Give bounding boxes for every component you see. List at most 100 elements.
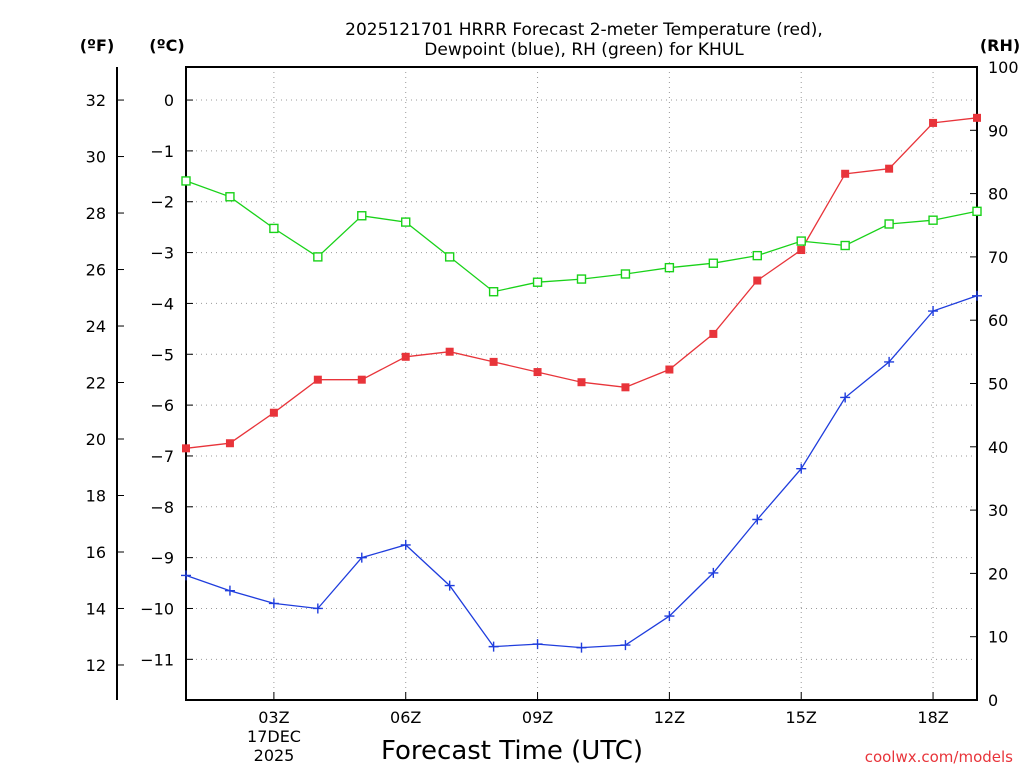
dewpoint-point: [708, 567, 719, 578]
rh-point: [884, 219, 894, 229]
rh-tick-label: 40: [988, 438, 1008, 457]
dewpoint-point: [444, 580, 455, 591]
tick-layer: 03Z 06Z 09Z 12Z 15Z 18Z 0 −1 −2 −3 −4 −5 −6 −7 −8 −9 −10…: [86, 58, 1019, 727]
fahrenheit-tick-label: 18: [86, 486, 106, 505]
dewpoint-point: [752, 514, 763, 525]
rh-tick-label: 20: [988, 564, 1008, 583]
celsius-tick-label: −1: [150, 142, 174, 161]
x-tick-label: 09Z: [522, 708, 553, 727]
temperature-point: [445, 347, 454, 356]
rh-point: [269, 223, 279, 234]
dewpoint-point: [620, 640, 631, 651]
x-tick-label: 15Z: [786, 708, 817, 727]
temperature-point: [753, 276, 762, 285]
celsius-tick-label: −6: [150, 396, 174, 415]
rh-point: [708, 258, 719, 268]
celsius-tick-label: −2: [150, 193, 174, 212]
rh-point: [840, 240, 850, 251]
chart-title-line-2: Dewpoint (blue), RH (green) for KHUL: [424, 40, 744, 60]
rh-tick-label: 0: [988, 691, 998, 710]
x-axis-label: Forecast Time (UTC): [381, 736, 643, 766]
fahrenheit-unit-label: (ºF): [80, 36, 115, 55]
fahrenheit-tick-label: 16: [86, 543, 106, 562]
chart-title-line-1: 2025121701 HRRR Forecast 2-meter Tempera…: [345, 20, 823, 40]
x-tick-label: 06Z: [390, 708, 421, 727]
grid-layer: [186, 67, 977, 700]
celsius-tick-label: −3: [150, 244, 174, 263]
rh-unit-label: (RH): [980, 36, 1020, 55]
x-tick-label: 03Z: [258, 708, 289, 727]
fahrenheit-tick-label: 12: [86, 656, 106, 675]
dewpoint-point: [268, 598, 279, 609]
rh-point: [576, 274, 587, 284]
temperature-point: [489, 357, 498, 366]
dewpoint-point: [224, 585, 235, 596]
dewpoint-point: [796, 463, 807, 474]
rh-point: [796, 236, 806, 246]
rh-point: [401, 217, 411, 227]
rh-tick-label: 30: [988, 501, 1008, 520]
celsius-tick-label: −4: [150, 294, 174, 313]
celsius-unit-label: (ºC): [149, 36, 184, 55]
celsius-tick-label: −9: [150, 549, 174, 568]
celsius-tick-label: −8: [150, 498, 174, 517]
dewpoint-point: [972, 290, 982, 301]
dewpoint-point: [928, 306, 939, 317]
dewpoint-point: [400, 539, 411, 550]
rh-point: [532, 277, 543, 287]
dewpoint-point: [884, 356, 895, 367]
rh-point: [972, 206, 982, 217]
rh-tick-label: 80: [988, 185, 1008, 204]
temperature-point: [885, 164, 894, 173]
rh-point: [444, 252, 455, 262]
rh-point: [488, 287, 499, 297]
celsius-tick-label: −11: [140, 650, 174, 669]
date-year-label: 2025: [254, 746, 295, 765]
celsius-tick-label: 0: [164, 91, 174, 110]
fahrenheit-tick-label: 22: [86, 374, 106, 393]
rh-tick-label: 90: [988, 121, 1008, 140]
rh-point: [313, 252, 323, 262]
rh-point: [752, 250, 762, 261]
celsius-tick-label: −10: [140, 599, 174, 618]
rh-point: [181, 176, 191, 186]
celsius-tick-label: −5: [150, 345, 174, 364]
rh-point: [357, 211, 367, 221]
rh-point: [928, 215, 938, 225]
fahrenheit-tick-label: 24: [86, 317, 106, 336]
fahrenheit-tick-label: 26: [86, 261, 106, 280]
fahrenheit-tick-label: 32: [86, 91, 106, 110]
dewpoint-point: [532, 639, 543, 650]
dewpoint-point: [356, 552, 367, 563]
temperature-point: [269, 408, 278, 417]
dewpoint-point: [840, 392, 851, 403]
temperature-point: [621, 383, 630, 392]
rh-tick-label: 60: [988, 311, 1008, 330]
temperature-point: [929, 118, 938, 127]
date-day-label: 17DEC: [247, 727, 301, 746]
fahrenheit-tick-label: 30: [86, 148, 106, 167]
credit-text: coolwx.com/models: [865, 748, 1013, 766]
temperature-point: [973, 113, 981, 122]
fahrenheit-tick-label: 20: [86, 430, 106, 449]
temperature-point: [182, 444, 190, 453]
dewpoint-line: [185, 295, 978, 649]
rh-point: [620, 269, 631, 279]
rh-tick-label: 10: [988, 628, 1008, 647]
rh-tick-label: 50: [988, 375, 1008, 394]
series-layer: [181, 113, 982, 653]
temperature-point: [401, 352, 410, 361]
temperature-point: [797, 246, 806, 255]
dewpoint-point: [576, 642, 587, 653]
temperature-point: [313, 375, 322, 384]
celsius-tick-label: −7: [150, 447, 174, 466]
fahrenheit-tick-label: 14: [86, 599, 106, 618]
x-tick-label: 18Z: [917, 708, 948, 727]
temperature-point: [533, 368, 542, 377]
fahrenheit-tick-label: 28: [86, 204, 106, 223]
rh-tick-label: 70: [988, 248, 1008, 267]
temperature-point: [577, 378, 586, 387]
rh-point: [664, 262, 675, 273]
rh-tick-label: 100: [988, 58, 1019, 77]
